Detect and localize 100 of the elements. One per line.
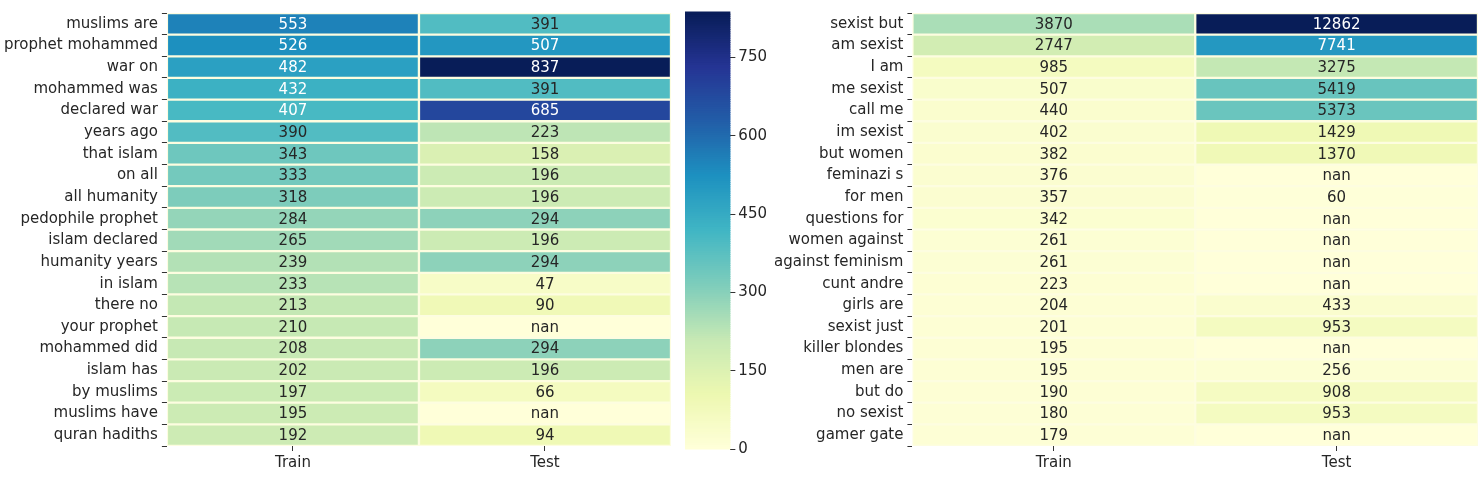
text: nan	[1322, 209, 1351, 228]
data-label: 294	[530, 339, 560, 358]
y-tick-label: I am	[870, 57, 904, 76]
y-tick-label: but women	[818, 143, 904, 162]
data-label: 47	[535, 274, 555, 293]
data-label: 953	[1322, 404, 1351, 423]
y-tick-label: no sexist	[836, 403, 904, 422]
data-label: 1370	[1317, 144, 1356, 163]
data-label: 3870	[1034, 14, 1073, 33]
y-tick-label: your prophet	[60, 316, 159, 335]
data-label: 507	[530, 36, 560, 55]
text: nan	[1322, 426, 1351, 445]
data-label: 318	[278, 187, 308, 206]
text: nan	[530, 317, 560, 336]
data-label: 507	[1039, 79, 1069, 98]
y-tick-label: sexist just	[827, 316, 904, 335]
y-tick-label: but do	[855, 381, 904, 400]
data-label: 12862	[1312, 14, 1361, 33]
data-label: 223	[1039, 274, 1069, 293]
x-tick-label: Test	[1320, 452, 1352, 471]
data-label: 294	[530, 209, 560, 228]
data-label: 433	[1322, 296, 1351, 315]
data-label: 908	[1322, 382, 1351, 401]
data-label: 391	[530, 79, 560, 98]
data-label: 7741	[1317, 36, 1356, 55]
data-label: 158	[530, 144, 560, 163]
y-tick-label: sexist but	[830, 13, 904, 32]
x-tick-label: Train	[273, 452, 311, 471]
y-tick-label: for men	[844, 186, 904, 205]
text: nan	[530, 404, 560, 423]
y-tick-label: by muslims	[72, 381, 159, 400]
data-label: 402	[1039, 122, 1069, 141]
data-label: 985	[1039, 58, 1069, 77]
y-tick-label: that islam	[82, 143, 158, 162]
data-label: 526	[278, 36, 308, 55]
data-label: 233	[278, 274, 308, 293]
y-tick-label: mohammed did	[39, 338, 158, 357]
data-label: 261	[1039, 252, 1069, 271]
data-label: 197	[278, 382, 308, 401]
data-label: 196	[530, 231, 560, 250]
data-label: 208	[278, 339, 308, 358]
y-tick-label: against feminism	[774, 251, 904, 270]
data-label: 60	[1327, 187, 1347, 206]
y-tick-label: am sexist	[831, 35, 904, 54]
data-label: 342	[1039, 209, 1069, 228]
text: nan	[1322, 274, 1351, 293]
y-tick-label: in islam	[99, 273, 158, 292]
y-tick-label: feminazi s	[826, 165, 904, 184]
data-label: 239	[278, 252, 308, 271]
data-label: 180	[1039, 404, 1069, 423]
y-tick-label: years ago	[83, 121, 158, 140]
data-label: 357	[1039, 187, 1069, 206]
data-label: 204	[1039, 296, 1069, 315]
color-bar-label: 450	[738, 203, 768, 222]
y-tick-label: cunt andre	[822, 273, 904, 292]
data-label: 196	[530, 187, 560, 206]
data-label: 179	[1039, 426, 1069, 445]
data-label: 210	[278, 317, 308, 336]
y-tick-label: declared war	[60, 100, 159, 119]
data-label: 553	[278, 14, 308, 33]
y-tick-label: girls are	[842, 295, 904, 314]
y-tick-label: call me	[849, 100, 904, 119]
y-tick-label: muslims are	[66, 13, 158, 32]
data-label: 256	[1322, 361, 1351, 380]
data-label: 5373	[1317, 101, 1356, 120]
data-label: 390	[278, 122, 308, 141]
y-tick-label: there no	[94, 295, 158, 314]
y-tick-label: prophet mohammed	[4, 35, 158, 54]
data-label: 196	[530, 361, 560, 380]
data-label: 382	[1039, 144, 1069, 163]
data-label: 265	[278, 231, 308, 250]
y-tick-label: men are	[841, 360, 904, 379]
text: nan	[1322, 231, 1351, 250]
data-label: 94	[535, 426, 555, 445]
x-tick-label: Test	[529, 452, 560, 471]
text: nan	[1322, 339, 1351, 358]
color-bar-label: 600	[738, 125, 768, 144]
color-bar-label: 0	[738, 438, 748, 457]
data-label: 196	[530, 166, 560, 185]
data-label: 432	[278, 79, 308, 98]
data-label: 3275	[1317, 58, 1356, 77]
y-tick-label: quran hadiths	[53, 425, 159, 444]
data-label: 195	[278, 404, 308, 423]
y-tick-label: gamer gate	[816, 425, 904, 444]
data-label: 685	[530, 101, 560, 120]
data-label: 440	[1039, 101, 1069, 120]
data-label: 192	[278, 426, 308, 445]
data-label: 1429	[1317, 122, 1356, 141]
y-tick-label: questions for	[805, 208, 905, 227]
data-label: 202	[278, 361, 308, 380]
data-label: 90	[535, 296, 555, 315]
data-label: 294	[530, 252, 560, 271]
data-label: 2747	[1034, 36, 1073, 55]
y-tick-label: me sexist	[831, 78, 904, 97]
y-tick-label: im sexist	[836, 121, 904, 140]
y-tick-label: war on	[106, 57, 158, 76]
x-tick-label: Train	[1034, 452, 1072, 471]
text: nan	[1322, 252, 1351, 271]
y-tick-label: islam declared	[48, 230, 158, 249]
y-tick-label: pedophile prophet	[20, 208, 159, 227]
